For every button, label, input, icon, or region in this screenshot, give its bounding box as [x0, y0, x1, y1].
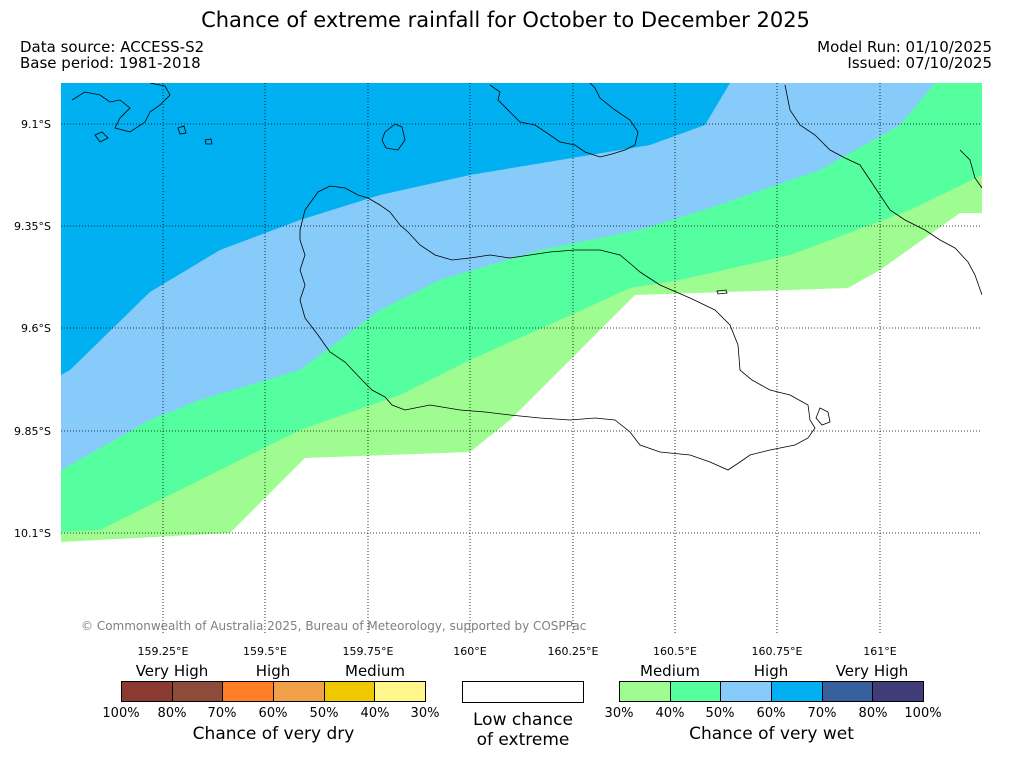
lon-tick-label: 159.75°E — [342, 645, 394, 658]
wet-tick: 50% — [705, 706, 735, 721]
wet-tick: 70% — [807, 706, 837, 721]
model-run: Model Run: 01/10/2025 — [817, 38, 992, 56]
lat-tick-label: 9.85°S — [14, 425, 51, 438]
data-source: Data source: ACCESS-S2 — [20, 38, 205, 56]
coastline-islet-2 — [177, 125, 187, 135]
wet-level-very-high: Very High — [835, 662, 909, 680]
wet-swatch — [772, 682, 823, 701]
coastline-savo — [381, 123, 406, 151]
lon-tick-label: 159.5°E — [243, 645, 287, 658]
dry-swatch — [324, 682, 376, 701]
wet-swatch — [670, 682, 722, 701]
coastline-malaita-tip — [959, 149, 982, 189]
coastline-islet-5 — [815, 407, 831, 426]
copyright-notice: © Commonwealth of Australia 2025, Bureau… — [81, 619, 587, 633]
wet-tick: 30% — [604, 706, 634, 721]
dry-tick: 50% — [309, 706, 339, 721]
dry-tick: 60% — [258, 706, 288, 721]
lon-tick-label: 160°E — [453, 645, 487, 658]
dry-swatch — [172, 682, 224, 701]
meta-left: Data source: ACCESS-S2 Base period: 1981… — [20, 39, 204, 71]
dry-tick: 30% — [410, 706, 440, 721]
low-chance-line2: of extreme — [476, 730, 570, 750]
wet-swatch — [620, 682, 671, 701]
coastline-nggela-east — [489, 83, 639, 158]
wet-swatch — [721, 682, 773, 701]
lon-tick-label: 161°E — [863, 645, 897, 658]
lon-tick-label: 160.75°E — [751, 645, 803, 658]
wet-swatch — [822, 682, 874, 701]
low-chance-line1: Low chance — [473, 710, 573, 730]
dry-swatch — [375, 682, 426, 701]
wet-colorbar — [619, 681, 924, 702]
coastline-islet-4 — [716, 289, 728, 295]
wet-swatch — [873, 682, 924, 701]
wet-level-medium: Medium — [640, 662, 700, 680]
zone-wet-70-80 — [61, 83, 730, 375]
coastline-nggela-west — [71, 83, 171, 133]
lon-tick-label: 159.25°E — [137, 645, 189, 658]
coastline-guadalcanal — [299, 185, 816, 471]
dry-tick: 80% — [157, 706, 187, 721]
dry-level-high: High — [255, 662, 291, 680]
dry-tick: 70% — [207, 706, 237, 721]
low-chance-swatch — [462, 681, 584, 703]
issued-date: Issued: 07/10/2025 — [847, 54, 992, 72]
wet-tick: 60% — [756, 706, 786, 721]
chart-title: Chance of extreme rainfall for October t… — [201, 8, 810, 32]
wet-tick: 80% — [858, 706, 888, 721]
map-zones — [61, 83, 982, 635]
meta-right: Model Run: 01/10/2025 Issued: 07/10/2025 — [817, 39, 992, 71]
lat-tick-label: 9.1°S — [21, 118, 51, 131]
lat-tick-label: 10.1°S — [14, 527, 51, 540]
low-chance-caption: Low chance of extreme — [440, 710, 606, 750]
lon-tick-label: 160.25°E — [547, 645, 599, 658]
dry-tick: 40% — [360, 706, 390, 721]
lat-tick-label: 9.6°S — [21, 322, 51, 335]
base-period: Base period: 1981-2018 — [20, 54, 201, 72]
lon-tick-label: 160.5°E — [653, 645, 697, 658]
dry-swatch — [223, 682, 275, 701]
wet-tick: 100% — [904, 706, 942, 721]
dry-colorbar — [121, 681, 426, 702]
lat-tick-label: 9.35°S — [14, 220, 51, 233]
gridlines — [61, 83, 982, 635]
dry-swatch — [274, 682, 325, 701]
wet-level-high: High — [753, 662, 789, 680]
coastline-islet-1 — [94, 131, 109, 143]
dry-level-very-high: Very High — [135, 662, 209, 680]
dry-tick: 100% — [102, 706, 140, 721]
dry-level-medium: Medium — [345, 662, 405, 680]
dry-caption: Chance of very dry — [192, 724, 355, 744]
dry-swatch — [122, 682, 173, 701]
coastline-islet-3 — [204, 138, 213, 145]
wet-tick: 40% — [655, 706, 685, 721]
wet-caption: Chance of very wet — [689, 724, 854, 744]
